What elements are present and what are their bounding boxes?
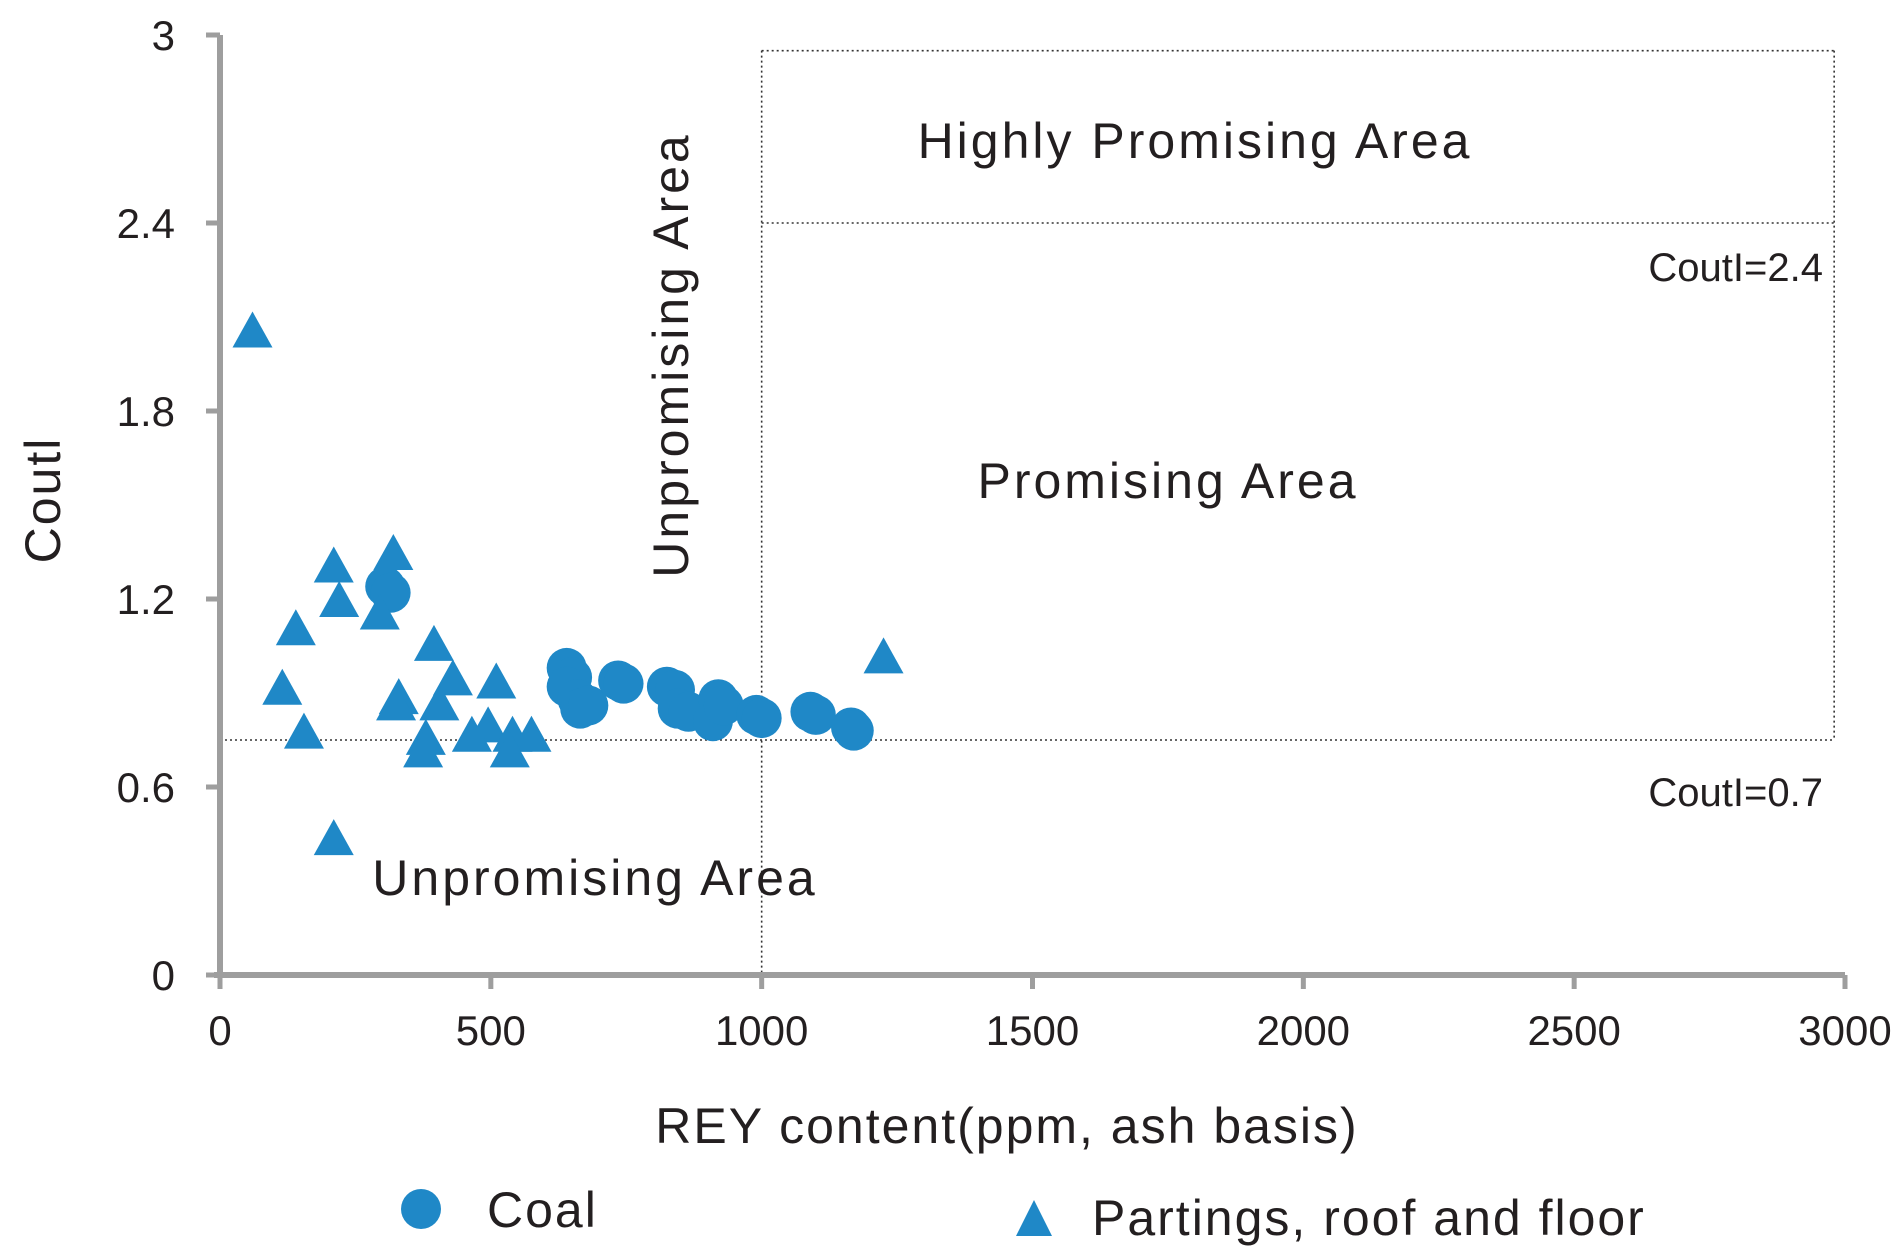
coal-point [603,663,644,704]
x-tick-label: 1000 [715,1007,808,1054]
y-tick-label: 0.6 [117,764,175,811]
partings-point [511,715,552,752]
region-label-promising: Promising Area [977,453,1358,509]
y-tick-label: 0 [152,952,175,999]
partings-point [419,684,460,721]
partings-point [432,659,473,696]
legend: Coal Partings, roof and floor [401,1182,1646,1246]
region-label-highly-promising: Highly Promising Area [918,113,1473,169]
y-axis-ticks: 0 0.6 1.2 1.8 2.4 3 [117,12,220,999]
partings-point [262,668,303,705]
legend-coal-label: Coal [487,1182,598,1238]
y-tick-label: 3 [152,12,175,59]
reference-lines [220,49,1835,975]
partings-point [403,731,444,768]
x-tick-label: 3000 [1798,1007,1891,1054]
partings-point [451,715,492,752]
x-tick-label: 500 [456,1007,526,1054]
partings-point [489,731,530,768]
legend-partings-label: Partings, roof and floor [1092,1190,1646,1246]
region-label-unpromising-bottom: Unpromising Area [372,850,817,906]
y-axis-title: Coutl [15,437,71,564]
partings-point [413,624,454,661]
x-axis-title: REY content(ppm, ash basis) [655,1098,1358,1154]
partings-point [376,684,417,721]
coal-point [833,710,874,751]
threshold-label-upper: CoutI=2.4 [1648,246,1823,290]
x-tick-label: 2000 [1257,1007,1350,1054]
legend-partings-marker [1016,1200,1052,1236]
x-axis-ticks: 0 500 1000 1500 2000 2500 3000 [208,975,1892,1054]
partings-point [373,534,414,570]
partings-point [313,546,354,583]
region-label-unpromising-vertical: Unpromising Area [643,132,699,577]
partings-point [283,712,324,749]
coal-point [703,685,744,726]
threshold-label-lower: CoutI=0.7 [1648,771,1823,815]
x-tick-label: 2500 [1527,1007,1620,1054]
partings-point [275,609,316,646]
partings-point [232,311,273,348]
partings-point [359,593,400,630]
legend-coal-marker [401,1189,441,1229]
x-tick-label: 1500 [986,1007,1079,1054]
partings-point [863,637,904,674]
partings-point [313,819,354,856]
y-tick-label: 2.4 [117,200,175,247]
y-tick-label: 1.8 [117,388,175,435]
coal-point [741,698,782,739]
partings-point [476,662,517,699]
y-tick-label: 1.2 [117,576,175,623]
coal-point [568,685,609,726]
coal-point [795,694,836,735]
x-tick-label: 0 [208,1007,231,1054]
data-points [232,311,904,856]
partings-point [319,581,360,617]
